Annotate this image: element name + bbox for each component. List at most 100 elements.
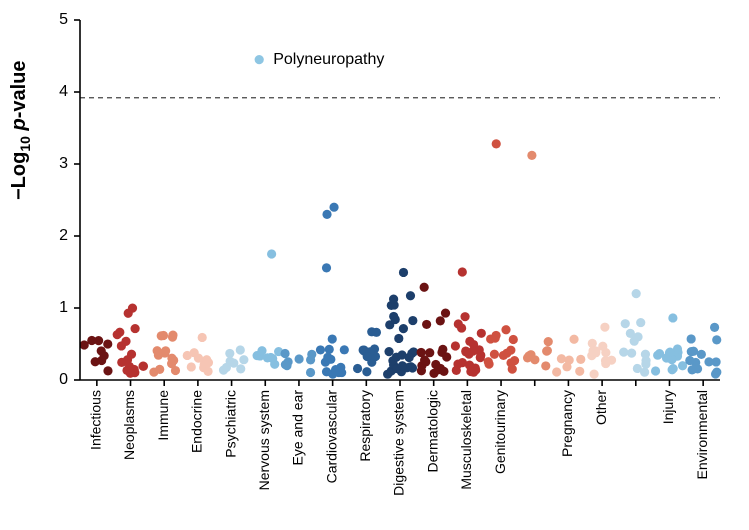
data-point (506, 346, 515, 355)
data-point (384, 347, 393, 356)
data-point (711, 369, 720, 378)
data-point (469, 368, 478, 377)
data-point (687, 334, 696, 343)
data-point (388, 356, 397, 365)
data-point (651, 366, 660, 375)
data-point (183, 351, 192, 360)
data-point (157, 331, 166, 340)
data-point (576, 355, 585, 364)
data-point-outlier (267, 249, 276, 258)
data-point (362, 367, 371, 376)
data-point (372, 328, 381, 337)
data-point (552, 367, 561, 376)
data-point (575, 367, 584, 376)
data-point (236, 345, 245, 354)
data-point (229, 359, 238, 368)
data-point (239, 355, 248, 364)
x-category-label: Nervous system (256, 390, 272, 490)
manhattan-chart: 012345InfectiousNeoplasmsImmuneEndocrine… (0, 0, 749, 530)
data-point (398, 361, 407, 370)
legend-label: Polyneuropathy (273, 51, 384, 68)
data-point (336, 363, 345, 372)
data-point (630, 337, 639, 346)
data-point (476, 351, 485, 360)
x-category-label: Musculoskeletal (458, 390, 474, 490)
data-point (712, 335, 721, 344)
data-point (460, 312, 469, 321)
data-point (113, 330, 122, 339)
data-point (589, 370, 598, 379)
data-point (451, 341, 460, 350)
data-point (363, 352, 372, 361)
x-category-label: Psychiatric (222, 390, 238, 458)
y-tick-label: 1 (59, 299, 68, 316)
data-point (316, 345, 325, 354)
data-point (389, 294, 398, 303)
data-point (710, 323, 719, 332)
data-point (490, 350, 499, 359)
data-point (687, 347, 696, 356)
data-point (420, 355, 429, 364)
data-point (499, 351, 508, 360)
y-tick-label: 2 (59, 227, 68, 244)
data-point (198, 333, 207, 342)
x-category-label: Injury (660, 390, 676, 424)
data-point (704, 357, 713, 366)
data-point (569, 335, 578, 344)
data-point (641, 356, 650, 365)
data-point (389, 312, 398, 321)
data-point (171, 366, 180, 375)
data-point (441, 308, 450, 317)
data-point-outlier (632, 289, 641, 298)
data-point (627, 349, 636, 358)
data-point (591, 346, 600, 355)
data-point (131, 324, 140, 333)
data-point (541, 361, 550, 370)
data-point (439, 367, 448, 376)
data-point (406, 362, 415, 371)
data-point (405, 353, 414, 362)
x-category-label: Respiratory (357, 390, 373, 462)
x-category-label: Eye and ear (290, 390, 306, 466)
data-point (103, 366, 112, 375)
data-point (203, 367, 212, 376)
data-point (399, 268, 408, 277)
data-point (665, 348, 674, 357)
data-point (202, 355, 211, 364)
data-point (161, 346, 170, 355)
data-point (565, 355, 574, 364)
data-point (486, 334, 495, 343)
data-point (544, 337, 553, 346)
data-point (484, 357, 493, 366)
x-category-label: Genitourinary (492, 390, 508, 474)
data-point (436, 316, 445, 325)
y-tick-label: 0 (59, 371, 68, 388)
data-point (117, 358, 126, 367)
data-point-outlier (492, 139, 501, 148)
data-point (420, 283, 429, 292)
data-point-outlier (458, 267, 467, 276)
data-point (461, 347, 470, 356)
data-point (294, 354, 303, 363)
data-point (225, 349, 234, 358)
data-point (557, 354, 566, 363)
data-point (442, 352, 451, 361)
x-category-label: Digestive system (391, 390, 407, 496)
data-point (187, 362, 196, 371)
data-point (270, 360, 279, 369)
data-point (501, 325, 510, 334)
data-point (153, 346, 162, 355)
data-point (280, 349, 289, 358)
data-point (457, 323, 466, 332)
data-point (394, 334, 403, 343)
y-tick-label: 4 (59, 83, 68, 100)
data-point (626, 329, 635, 338)
figure-container: −Log10 p-value 012345InfectiousNeoplasms… (0, 0, 749, 530)
data-point (465, 337, 474, 346)
data-point (100, 351, 109, 360)
x-category-label: Environmental (694, 390, 710, 480)
data-point-outlier (329, 203, 338, 212)
data-point (167, 354, 176, 363)
data-point (510, 356, 519, 365)
data-point (328, 334, 337, 343)
